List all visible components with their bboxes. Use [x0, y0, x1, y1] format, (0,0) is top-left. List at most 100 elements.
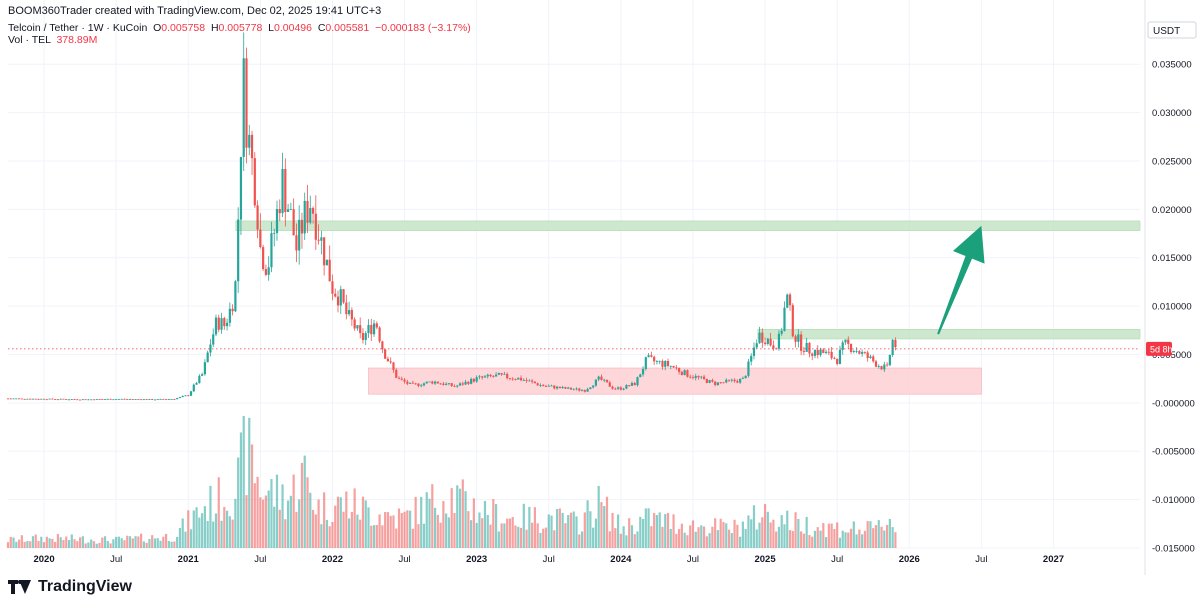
volume-bar [608, 531, 611, 548]
volume-bar [29, 541, 32, 548]
volume-bar [164, 533, 168, 548]
volume-bar [31, 536, 35, 548]
candle-body [811, 353, 814, 356]
price-tick-label: -0.015000 [1152, 544, 1195, 555]
candle-body [594, 379, 598, 386]
candle-body [833, 358, 836, 359]
volume-bar [48, 538, 51, 548]
time-tick-label: Jul [398, 554, 410, 565]
candle-body [533, 381, 536, 384]
volume-bar [298, 499, 301, 548]
volume-bar [162, 536, 165, 548]
candle-body [827, 351, 830, 353]
volume-bar [700, 525, 703, 548]
volume-bar [126, 535, 129, 548]
candle-body [580, 390, 584, 391]
volume-bar [403, 511, 406, 548]
volume-bar [750, 519, 753, 548]
open-value: 0.005758 [161, 22, 206, 34]
candle-body [123, 398, 126, 400]
volume-bar [51, 538, 54, 548]
candle-body [187, 395, 190, 397]
candle-body [6, 398, 10, 400]
candle-body [805, 342, 808, 352]
candle-body [849, 343, 853, 352]
time-tick-label: Jul [254, 554, 266, 565]
candle-body [425, 381, 428, 384]
volume-bar [647, 508, 650, 548]
candle-body [375, 323, 378, 328]
candle-body [126, 399, 129, 400]
volume-bar [813, 530, 817, 548]
volume-bar [201, 513, 204, 548]
volume-bar [880, 526, 883, 548]
volume-bar [278, 509, 281, 548]
volume-bar [744, 529, 747, 548]
volume-bar [470, 520, 473, 548]
candle-body [178, 397, 182, 399]
volume-bar [347, 518, 351, 548]
symbol-legend: Telcoin / Tether · 1W · KuCoin O0.005758… [8, 22, 471, 34]
volume-bar [275, 474, 279, 548]
volume-bar [891, 527, 894, 548]
volume-bar [506, 518, 509, 548]
volume-bar [206, 520, 209, 548]
volume-bar [702, 526, 706, 548]
candle-body [90, 399, 93, 401]
candle-body [550, 385, 553, 387]
volume-bar [727, 529, 731, 548]
candle-body [92, 399, 96, 401]
volume-label: Vol · TEL [8, 34, 51, 46]
candle-body [869, 356, 872, 359]
volume-bar [45, 536, 48, 548]
candle-body [819, 349, 822, 356]
zones [235, 220, 1141, 395]
candle-body [370, 324, 373, 335]
candle-body [145, 399, 148, 401]
volume-bar [273, 506, 276, 548]
candle-body [381, 341, 384, 350]
volume-bar [15, 541, 18, 548]
candle-body [769, 338, 772, 346]
volume-bar [54, 541, 57, 548]
volume-bar [866, 521, 869, 548]
candle-body [278, 209, 281, 214]
candle-body [852, 351, 855, 352]
volume-bar [683, 532, 686, 548]
candle-body [214, 317, 218, 335]
volume-bar [234, 498, 237, 548]
volume-bar [888, 518, 891, 548]
candle-body [300, 219, 304, 234]
volume-bar [575, 516, 578, 548]
volume-bar [564, 523, 567, 548]
last-price-tag [1146, 341, 1172, 356]
candle-body [844, 339, 847, 343]
volume-bar [142, 541, 145, 548]
candle-body [76, 399, 79, 401]
candle-body [342, 289, 345, 303]
candle-body [209, 344, 212, 353]
volume-bar [79, 537, 82, 548]
candle-body [824, 351, 828, 353]
candle-body [361, 333, 365, 340]
candle-body [442, 383, 445, 385]
candle-body [284, 168, 287, 212]
candle-body [356, 325, 359, 329]
volume-bar [370, 525, 373, 548]
candle-body [62, 398, 65, 400]
volume-bar [800, 531, 803, 548]
candle-body [328, 259, 331, 282]
candle-body [334, 293, 337, 297]
volume-bar [788, 530, 792, 548]
candle-body [752, 347, 756, 356]
volume-bar [708, 533, 711, 548]
volume-bar [852, 521, 855, 548]
time-tick-label: 2023 [466, 554, 487, 565]
volume-bar [611, 512, 614, 548]
candle-body [514, 379, 517, 380]
candle-body [98, 399, 101, 400]
candle-body [755, 343, 758, 348]
candle-body [170, 399, 173, 400]
volume-bar [317, 499, 320, 548]
